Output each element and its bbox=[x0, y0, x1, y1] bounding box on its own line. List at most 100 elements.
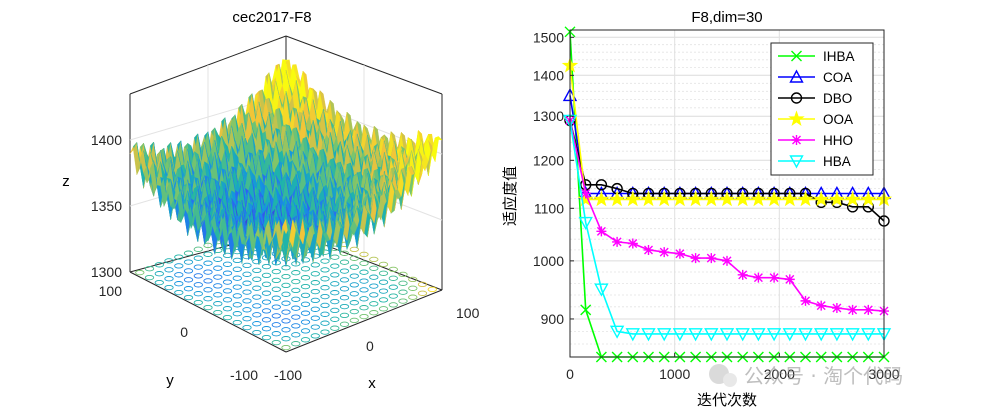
series-hba bbox=[562, 114, 892, 342]
data-point-hba bbox=[798, 328, 813, 342]
contour-ring bbox=[222, 314, 233, 321]
contour-ring bbox=[222, 288, 233, 294]
data-point-hho bbox=[627, 238, 638, 249]
contour-ring bbox=[330, 272, 340, 278]
contour-ring bbox=[183, 250, 194, 256]
contour-ring bbox=[330, 316, 340, 322]
contour-ring bbox=[135, 269, 145, 276]
contour-ring bbox=[349, 300, 359, 306]
contour-ring bbox=[310, 288, 320, 295]
contour-ring bbox=[281, 300, 291, 306]
y-tick-label: 1500 bbox=[533, 29, 564, 45]
contour-ring bbox=[310, 271, 320, 277]
data-point-ooa bbox=[703, 190, 720, 207]
contour-ring bbox=[193, 299, 203, 306]
contour-ring bbox=[281, 282, 291, 289]
data-point-hba bbox=[625, 328, 640, 342]
data-point-hho bbox=[690, 253, 701, 264]
data-point-hba bbox=[782, 328, 797, 342]
data-point-ooa bbox=[687, 190, 704, 207]
contour-ring bbox=[252, 258, 262, 265]
x-tick-label: 3000 bbox=[868, 366, 899, 382]
x-axis-label: x bbox=[368, 375, 376, 392]
contour-ring bbox=[242, 324, 252, 331]
contour-ring bbox=[203, 287, 213, 293]
contour-ring bbox=[232, 275, 242, 281]
contour-ring bbox=[378, 306, 389, 312]
contour-ring bbox=[291, 341, 301, 347]
contour-ring bbox=[339, 295, 350, 301]
contour-ring bbox=[378, 288, 389, 294]
legend-label: HHO bbox=[823, 133, 853, 148]
data-point-hba bbox=[688, 328, 703, 342]
contour-ring bbox=[261, 317, 272, 323]
contour-ring bbox=[232, 302, 242, 308]
contour-ring bbox=[193, 282, 203, 288]
contour-ring bbox=[232, 319, 242, 326]
contour-ring bbox=[359, 269, 369, 275]
z-ticks: 1300 1350 1400 bbox=[91, 132, 122, 280]
contour-ring bbox=[252, 276, 262, 282]
x-tick-label: 100 bbox=[456, 305, 480, 321]
x-tick-label: 0 bbox=[566, 366, 574, 382]
contour-ring bbox=[408, 276, 418, 283]
contour-ring bbox=[339, 286, 350, 292]
data-point-hho bbox=[769, 272, 780, 283]
line-title: F8,dim=30 bbox=[691, 9, 762, 26]
convergence-chart: F8,dim=30 900 1000 1100 1200 1300 1400 1500 0 10… bbox=[501, 9, 900, 409]
contour-ring bbox=[408, 294, 418, 300]
data-point-ooa bbox=[750, 190, 767, 207]
contour-ring bbox=[320, 285, 330, 291]
contour-ring bbox=[232, 293, 242, 299]
contour-ring bbox=[154, 271, 164, 277]
contour-ring bbox=[232, 311, 242, 317]
contour-ring bbox=[281, 318, 291, 324]
legend-item-hho: HHO bbox=[778, 133, 853, 148]
contour-ring bbox=[222, 270, 233, 276]
contour-ring bbox=[417, 281, 428, 288]
contour-ring bbox=[398, 289, 408, 295]
contour-ring bbox=[388, 284, 398, 290]
x-tick-label: 2000 bbox=[764, 366, 795, 382]
contour-ring bbox=[193, 255, 203, 261]
contour-ring bbox=[222, 297, 233, 303]
contour-ring bbox=[398, 271, 408, 278]
contour-ring bbox=[320, 293, 330, 300]
data-point-hba bbox=[578, 216, 593, 230]
contour-ring bbox=[271, 286, 281, 292]
data-point-hho bbox=[831, 303, 842, 314]
data-point-hho bbox=[674, 248, 685, 259]
contour-ring bbox=[291, 278, 301, 285]
legend-marker bbox=[790, 92, 803, 104]
contour-ring bbox=[320, 311, 330, 317]
contour-ring bbox=[349, 308, 359, 315]
box-edge-front-right bbox=[285, 289, 443, 353]
contour-ring bbox=[232, 257, 242, 264]
data-point-ooa bbox=[828, 190, 846, 207]
contour-ring bbox=[174, 272, 184, 278]
contour-ring bbox=[291, 332, 301, 338]
surface-title: cec2017-F8 bbox=[232, 9, 311, 26]
contour-ring bbox=[300, 283, 311, 290]
data-point-ooa bbox=[860, 190, 877, 207]
contour-ring bbox=[369, 283, 379, 289]
contour-ring bbox=[164, 276, 174, 282]
line-y-label: 适应度值 bbox=[501, 166, 519, 226]
data-point-hba bbox=[829, 328, 845, 342]
contour-ring bbox=[261, 299, 272, 305]
contour-ring bbox=[183, 294, 194, 301]
x-ticks: -100 0 100 bbox=[274, 305, 480, 383]
data-point-ooa bbox=[608, 190, 626, 207]
data-point-hho bbox=[596, 226, 607, 237]
contour-ring bbox=[388, 266, 398, 273]
contour-ring bbox=[203, 296, 213, 302]
contour-ring bbox=[193, 291, 203, 297]
contour-ring bbox=[369, 274, 379, 280]
contour-ring bbox=[222, 306, 233, 312]
contour-ring bbox=[330, 325, 340, 331]
y-tick-label: 0 bbox=[180, 324, 188, 340]
data-point-ooa bbox=[593, 190, 610, 207]
legend-item-ooa: OOA bbox=[778, 110, 853, 127]
contour-ring bbox=[144, 266, 155, 272]
contour-ring bbox=[300, 301, 311, 307]
